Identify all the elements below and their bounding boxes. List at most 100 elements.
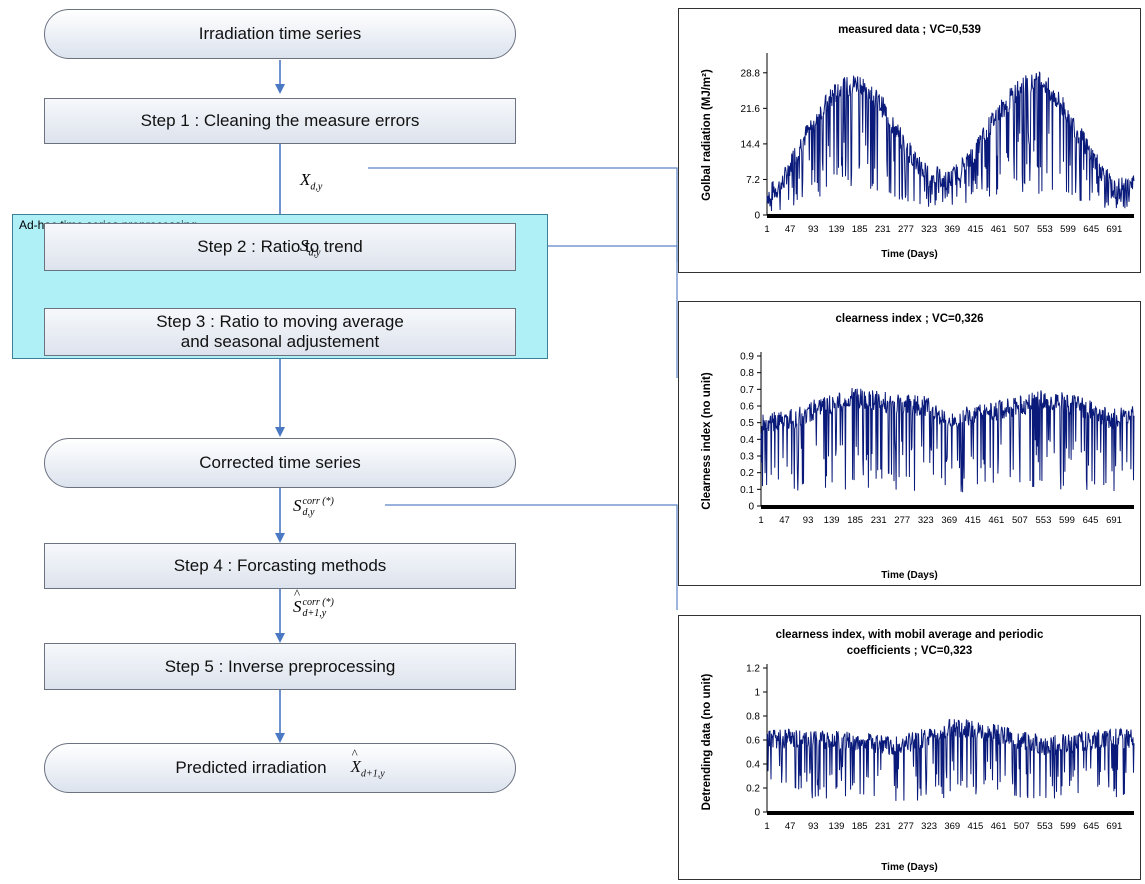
y-tick-label: 0.2 [740, 468, 754, 479]
chart-plot-detrended: 0 0.2 0.4 0.6 0.8 1 1.2 1 47 93 139 185 231 277 323 369… [746, 664, 1135, 832]
y-tick-label: 0.6 [740, 402, 754, 413]
x-tick-label: 461 [991, 224, 1007, 235]
y-tick-label: 0 [754, 808, 760, 819]
chart-title: clearness index ; VC=0,326 [835, 313, 984, 325]
x-axis [767, 811, 1134, 815]
chart-panel-detrended: clearness index, with mobil average and … [678, 615, 1141, 880]
x-axis [761, 505, 1134, 509]
step2-box: Step 2 : Ratio to trend [44, 223, 516, 271]
x-tick-label: 323 [921, 821, 937, 832]
series-line [766, 71, 1135, 212]
xhat-label: Xd+1,y [351, 746, 385, 779]
chart-plot-measured: 0 7.2 14.4 21.6 28.8 1 47 93 139 185 231 277 323 369 4… [741, 53, 1135, 235]
chart-title: measured data ; VC=0,539 [838, 24, 981, 36]
x-tick-label: 599 [1060, 224, 1076, 235]
step4-box: Step 4 : Forcasting methods [44, 543, 516, 589]
x-tick-label: 415 [965, 515, 981, 526]
step3-label-line2: and seasonal adjustement [180, 332, 380, 351]
x-tick-label: 93 [808, 821, 819, 832]
corrected-node: Corrected time series [44, 438, 516, 488]
connector-x-panel [368, 167, 678, 262]
x-tick-label: 461 [988, 515, 1004, 526]
x-tick-label: 645 [1083, 821, 1099, 832]
step1-box: Step 1 : Cleaning the measure errors [44, 98, 516, 144]
x-tick-label: 1 [764, 224, 769, 235]
x-tick-label: 93 [808, 224, 819, 235]
y-tick-label: 0 [748, 502, 754, 513]
x-axis [767, 214, 1134, 218]
x-tick-label: 507 [1014, 224, 1030, 235]
x-tick-label: 507 [1014, 821, 1030, 832]
x-tick-label: 691 [1106, 821, 1122, 832]
y-tick-label: 1.2 [746, 664, 760, 675]
x-tick-label: 323 [921, 224, 937, 235]
x-tick-label: 415 [967, 224, 983, 235]
x-axis-title: Time (Days) [881, 862, 938, 873]
y-tick-label: 0.2 [746, 784, 760, 795]
y-tick-label: 0.4 [740, 435, 754, 446]
x-tick-label: 461 [991, 821, 1007, 832]
start-label: Irradiation time series [198, 24, 362, 43]
x-tick-label: 47 [785, 224, 796, 235]
connector-scorr-panel [385, 504, 678, 610]
step5-label: Step 5 : Inverse preprocessing [164, 656, 396, 676]
x-tick-label: 691 [1106, 224, 1122, 235]
start-node: Irradiation time series [44, 9, 516, 59]
x-dy-label: Xd,y [300, 170, 323, 193]
x-tick-label: 507 [1012, 515, 1028, 526]
y-tick-label: 0.7 [740, 385, 754, 396]
corrected-label: Corrected time series [199, 453, 361, 472]
y-tick-label: 0.1 [740, 485, 754, 496]
x-tick-label: 185 [852, 821, 868, 832]
y-tick-label: 0.8 [746, 712, 760, 723]
x-tick-label: 553 [1037, 821, 1053, 832]
x-tick-label: 369 [944, 821, 960, 832]
x-tick-label: 185 [852, 224, 868, 235]
step3-box: Step 3 : Ratio to moving average and sea… [44, 308, 516, 356]
x-axis-title: Time (Days) [881, 570, 938, 581]
y-tick-label: 0.3 [740, 452, 754, 463]
y-tick-label: 0 [754, 211, 760, 222]
chart-plot-clearness: 0 0.1 0.2 0.3 0.4 0.5 0.6 0.7 0.8 0.9 1 47 93 139 185 2… [740, 352, 1135, 526]
chart-panel-measured: measured data ; VC=0,539 Golbal radiatio… [678, 8, 1141, 273]
x-tick-label: 47 [785, 821, 796, 832]
x-tick-label: 139 [829, 224, 845, 235]
x-tick-label: 1 [764, 821, 769, 832]
x-tick-label: 553 [1036, 515, 1052, 526]
x-tick-label: 277 [894, 515, 910, 526]
y-tick-label: 28.8 [741, 68, 761, 79]
y-tick-label: 7.2 [746, 175, 760, 186]
y-tick-label: 0.8 [740, 368, 754, 379]
y-tick-label: 14.4 [741, 139, 761, 150]
x-tick-label: 277 [898, 224, 914, 235]
chart-panel-clearness: clearness index ; VC=0,326 Clearness ind… [678, 301, 1141, 586]
step4-label: Step 4 : Forcasting methods [173, 556, 387, 575]
x-tick-label: 93 [803, 515, 814, 526]
x-tick-label: 599 [1060, 821, 1076, 832]
end-label: Predicted irradiation [175, 758, 327, 777]
x-tick-label: 139 [829, 821, 845, 832]
y-tick-label: 0.5 [740, 418, 754, 429]
x-tick-label: 415 [967, 821, 983, 832]
end-node: Predicted irradiation Xd+1,y [44, 743, 516, 793]
y-tick-label: 0.6 [746, 736, 760, 747]
x-tick-label: 691 [1106, 515, 1122, 526]
series-line [766, 718, 1135, 801]
x-tick-label: 323 [918, 515, 934, 526]
y-tick-label: 0.9 [740, 352, 754, 363]
chart-title-line2: coefficients ; VC=0,323 [846, 645, 973, 657]
step3-label-line1: Step 3 : Ratio to moving average [156, 312, 404, 331]
x-tick-label: 185 [847, 515, 863, 526]
y-tick-label: 1 [754, 688, 760, 699]
x-tick-label: 369 [944, 224, 960, 235]
chart-title-line1: clearness index, with mobil average and … [775, 629, 1044, 641]
s-dy-label: Sd,y [300, 236, 321, 259]
step2-label: Step 2 : Ratio to trend [197, 237, 363, 256]
x-tick-label: 645 [1083, 515, 1099, 526]
x-axis-title: Time (Days) [881, 249, 938, 260]
x-tick-label: 553 [1037, 224, 1053, 235]
y-tick-label: 21.6 [741, 104, 761, 115]
